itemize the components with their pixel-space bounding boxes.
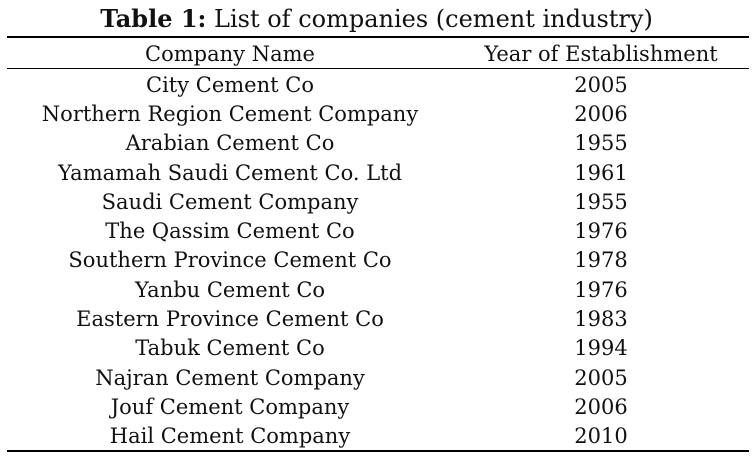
table-row: City Cement Co 2005 bbox=[7, 70, 749, 99]
table-row: Tabuk Cement Co 1994 bbox=[7, 334, 749, 363]
year-cell: 2006 bbox=[574, 394, 628, 419]
year-cell: 1978 bbox=[574, 248, 628, 273]
table-row: Saudi Cement Company 1955 bbox=[7, 187, 749, 216]
year-cell: 2010 bbox=[574, 424, 628, 449]
company-name-cell: The Qassim Cement Co bbox=[105, 219, 355, 244]
year-cell: 2005 bbox=[574, 365, 628, 390]
company-name-cell: Hail Cement Company bbox=[109, 424, 351, 449]
year-cell: 2006 bbox=[574, 101, 628, 126]
year-cell: 1961 bbox=[574, 160, 628, 185]
company-name-cell: Northern Region Cement Company bbox=[41, 101, 419, 126]
table-caption-text: List of companies (cement industry) bbox=[214, 5, 653, 33]
company-name-cell: Southern Province Cement Co bbox=[68, 248, 392, 273]
table-row: Southern Province Cement Co 1978 bbox=[7, 246, 749, 275]
table-header-row: Company Name Year of Establishment bbox=[7, 39, 749, 68]
year-cell: 1955 bbox=[574, 131, 628, 156]
table-header-rule bbox=[7, 68, 749, 69]
table-caption: Table 1: List of companies (cement indus… bbox=[0, 4, 753, 34]
table-caption-label: Table 1: bbox=[100, 4, 207, 33]
company-name-cell: Saudi Cement Company bbox=[101, 189, 359, 214]
table-body: City Cement Co 2005 Northern Region Ceme… bbox=[7, 70, 749, 451]
table-bottom-rule bbox=[7, 450, 749, 452]
column-header-year-of-establishment: Year of Establishment bbox=[484, 41, 718, 66]
year-cell: 1983 bbox=[574, 307, 628, 332]
table-row: Hail Cement Company 2010 bbox=[7, 422, 749, 451]
year-cell: 2005 bbox=[574, 72, 628, 97]
year-cell: 1976 bbox=[574, 219, 628, 244]
table-row: Jouf Cement Company 2006 bbox=[7, 392, 749, 421]
company-name-cell: Tabuk Cement Co bbox=[135, 336, 325, 361]
company-name-cell: Eastern Province Cement Co bbox=[76, 307, 384, 332]
table-row: Yanbu Cement Co 1976 bbox=[7, 275, 749, 304]
year-cell: 1955 bbox=[574, 189, 628, 214]
year-cell: 1994 bbox=[574, 336, 628, 361]
table-row: Eastern Province Cement Co 1983 bbox=[7, 304, 749, 333]
company-name-cell: Yanbu Cement Co bbox=[134, 277, 326, 302]
company-name-cell: Yamamah Saudi Cement Co. Ltd bbox=[57, 160, 403, 185]
company-name-cell: Arabian Cement Co bbox=[125, 131, 335, 156]
company-name-cell: Najran Cement Company bbox=[95, 365, 365, 390]
table-row: Arabian Cement Co 1955 bbox=[7, 129, 749, 158]
table-row: Yamamah Saudi Cement Co. Ltd 1961 bbox=[7, 158, 749, 187]
table-row: The Qassim Cement Co 1976 bbox=[7, 216, 749, 245]
year-cell: 1976 bbox=[574, 277, 628, 302]
company-name-cell: Jouf Cement Company bbox=[110, 394, 350, 419]
table-top-rule bbox=[7, 36, 749, 38]
company-name-cell: City Cement Co bbox=[146, 72, 314, 97]
table-row: Northern Region Cement Company 2006 bbox=[7, 99, 749, 128]
companies-table: Company Name Year of Establishment City … bbox=[7, 39, 749, 449]
column-header-company-name: Company Name bbox=[145, 41, 315, 66]
table-row: Najran Cement Company 2005 bbox=[7, 363, 749, 392]
